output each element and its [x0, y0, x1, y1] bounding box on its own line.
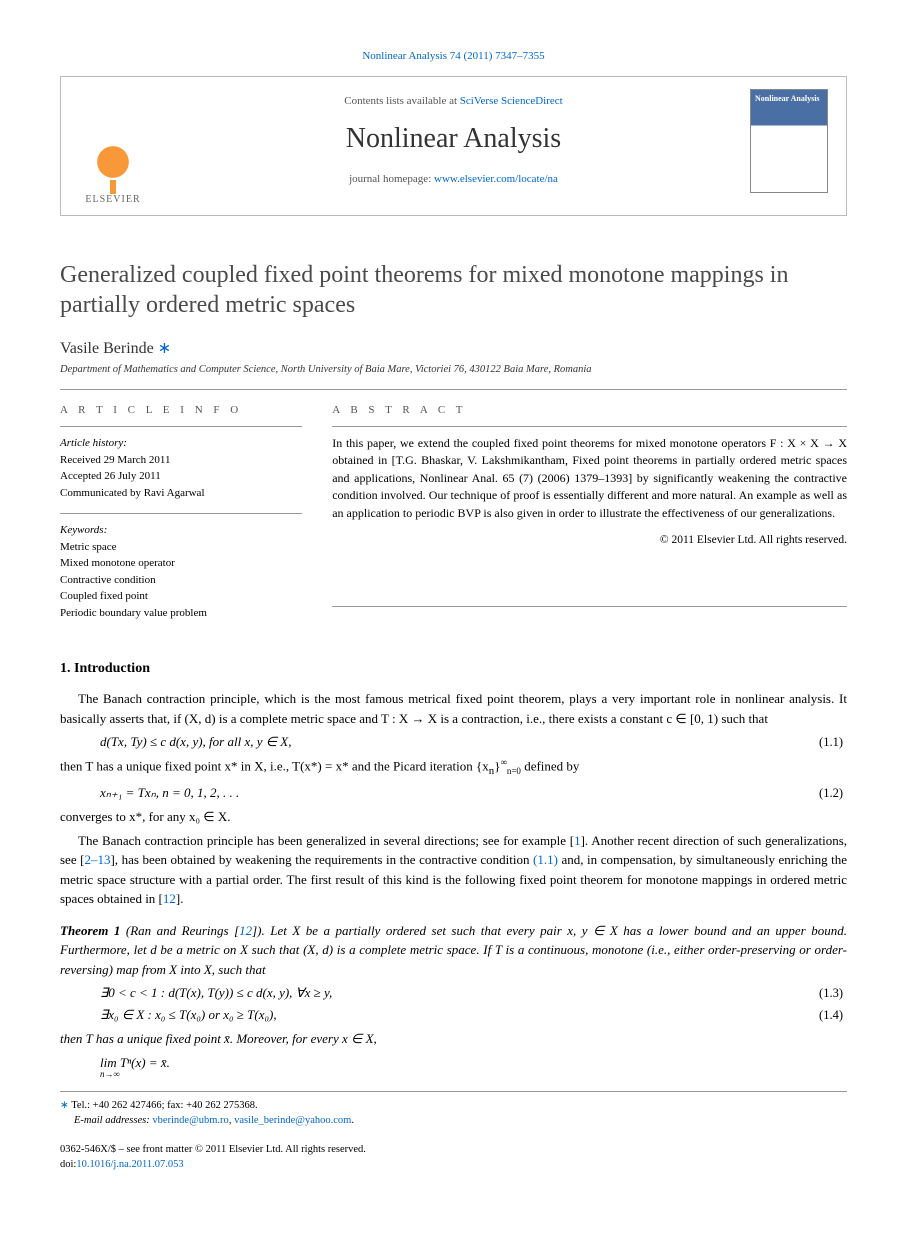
sciencedirect-link[interactable]: SciVerse ScienceDirect — [460, 95, 563, 107]
divider — [60, 389, 847, 390]
footnotes: ∗ Tel.: +40 262 427466; fax: +40 262 275… — [60, 1091, 847, 1130]
citation-link[interactable]: 2–13 — [84, 852, 110, 867]
keywords-label: Keywords: — [60, 522, 302, 539]
footnote-mark: ∗ — [60, 1100, 69, 1111]
text: ], has been obtained by weakening the re… — [110, 852, 533, 867]
keyword: Contractive condition — [60, 572, 302, 589]
theorem-1: Theorem 1 (Ran and Reurings [12]). Let X… — [60, 921, 847, 1071]
theorem-cite-open: (Ran and Reurings [ — [126, 923, 239, 938]
paragraph: converges to x*, for any x₀ ∈ X. — [60, 807, 847, 827]
text: then T has a unique fixed point x* in X,… — [60, 758, 489, 773]
history-label: Article history: — [60, 435, 302, 452]
equation-1-2: xₙ₊₁ = Txₙ, n = 0, 1, 2, . . . (1.2) — [100, 785, 847, 801]
elsevier-tree-icon — [88, 142, 138, 192]
equation-body: xₙ₊₁ = Txₙ, n = 0, 1, 2, . . . — [100, 785, 819, 801]
limit-subscript: n→∞ — [100, 1069, 120, 1079]
footnote-tel: Tel.: +40 262 427466; fax: +40 262 27536… — [69, 1100, 258, 1111]
email-label: E-mail addresses: — [74, 1115, 152, 1126]
author-footnote-link[interactable]: ∗ — [158, 340, 171, 357]
email-link[interactable]: vasile_berinde@yahoo.com — [234, 1115, 351, 1126]
abstract-column: A B S T R A C T In this paper, we extend… — [332, 404, 847, 633]
elsevier-label: ELSEVIER — [79, 194, 147, 205]
accepted-date: Accepted 26 July 2011 — [60, 468, 302, 485]
contents-prefix: Contents lists available at — [344, 95, 459, 107]
affiliation: Department of Mathematics and Computer S… — [60, 364, 847, 375]
homepage-line: journal homepage: www.elsevier.com/locat… — [79, 173, 828, 185]
author-line: Vasile Berinde ∗ — [60, 338, 847, 358]
equation-limit: lim Tⁿ(x) = x̄. n→∞ — [100, 1055, 847, 1071]
theorem-cite-close: ]). — [252, 923, 265, 938]
keyword: Periodic boundary value problem — [60, 605, 302, 622]
email-link[interactable]: vberinde@ubm.ro — [152, 1115, 228, 1126]
text: ]. — [176, 891, 184, 906]
theorem-label: Theorem 1 — [60, 923, 126, 938]
homepage-link[interactable]: www.elsevier.com/locate/na — [434, 173, 558, 185]
abstract-label: A B S T R A C T — [332, 404, 847, 416]
equation-1-4: ∃x₀ ∈ X : x₀ ≤ T(x₀) or x₀ ≥ T(x₀), (1.4… — [100, 1007, 847, 1023]
contents-line: Contents lists available at SciVerse Sci… — [79, 95, 828, 107]
email-footnote: E-mail addresses: vberinde@ubm.ro, vasil… — [74, 1113, 847, 1129]
equation-ref-link[interactable]: (1.1) — [533, 852, 558, 867]
equation-number: (1.1) — [819, 735, 847, 750]
journal-header: ELSEVIER Contents lists available at Sci… — [60, 76, 847, 216]
equation-1-1: d(Tx, Ty) ≤ c d(x, y), for all x, y ∈ X,… — [100, 734, 847, 750]
equation-body: d(Tx, Ty) ≤ c d(x, y), for all x, y ∈ X, — [100, 734, 819, 750]
text: The Banach contraction principle has bee… — [78, 833, 574, 848]
abstract-text: In this paper, we extend the coupled fix… — [332, 426, 847, 522]
paragraph: The Banach contraction principle, which … — [60, 689, 847, 728]
corresponding-author-footnote: ∗ Tel.: +40 262 427466; fax: +40 262 275… — [60, 1098, 847, 1114]
top-reference: Nonlinear Analysis 74 (2011) 7347–7355 — [60, 50, 847, 62]
page-footer: 0362-546X/$ – see front matter © 2011 El… — [60, 1143, 847, 1172]
journal-name: Nonlinear Analysis — [79, 123, 828, 155]
equation-text: lim Tⁿ(x) = x̄. — [100, 1055, 170, 1070]
equation-1-3: ∃0 < c < 1 : d(T(x), T(y)) ≤ c d(x, y), … — [100, 985, 847, 1001]
equation-body: ∃0 < c < 1 : d(T(x), T(y)) ≤ c d(x, y), … — [100, 985, 819, 1001]
section-introduction: 1. Introduction The Banach contraction p… — [60, 661, 847, 1071]
keywords-block: Keywords: Metric space Mixed monotone op… — [60, 513, 302, 621]
paragraph: The Banach contraction principle has bee… — [60, 831, 847, 909]
theorem-body-text: then T has a unique fixed point x̄. More… — [60, 1029, 847, 1049]
article-info-label: A R T I C L E I N F O — [60, 404, 302, 416]
homepage-prefix: journal homepage: — [349, 173, 434, 185]
equation-number: (1.3) — [819, 986, 847, 1001]
communicated-by: Communicated by Ravi Agarwal — [60, 485, 302, 502]
author-name: Vasile Berinde — [60, 340, 154, 357]
citation-link[interactable]: 12 — [163, 891, 176, 906]
email-end: . — [351, 1115, 354, 1126]
equation-number: (1.4) — [819, 1008, 847, 1023]
citation-link[interactable]: 12 — [239, 923, 252, 938]
divider — [332, 606, 847, 607]
cover-title: Nonlinear Analysis — [755, 94, 823, 103]
keyword: Mixed monotone operator — [60, 555, 302, 572]
section-heading: 1. Introduction — [60, 661, 847, 677]
paragraph: then T has a unique fixed point x* in X,… — [60, 756, 847, 779]
footer-copyright: 0362-546X/$ – see front matter © 2011 El… — [60, 1143, 847, 1158]
keyword: Metric space — [60, 539, 302, 556]
doi-label: doi: — [60, 1159, 76, 1170]
subscript: n=0 — [507, 766, 521, 776]
article-title: Generalized coupled fixed point theorems… — [60, 260, 847, 320]
text: defined by — [521, 758, 579, 773]
keyword: Coupled fixed point — [60, 588, 302, 605]
doi-link[interactable]: 10.1016/j.na.2011.07.053 — [76, 1159, 183, 1170]
article-info-column: A R T I C L E I N F O Article history: R… — [60, 404, 302, 633]
equation-body: lim Tⁿ(x) = x̄. n→∞ — [100, 1055, 847, 1071]
elsevier-logo: ELSEVIER — [79, 142, 147, 205]
abstract-copyright: © 2011 Elsevier Ltd. All rights reserved… — [332, 534, 847, 546]
equation-number: (1.2) — [819, 786, 847, 801]
equation-body: ∃x₀ ∈ X : x₀ ≤ T(x₀) or x₀ ≥ T(x₀), — [100, 1007, 819, 1023]
received-date: Received 29 March 2011 — [60, 452, 302, 469]
journal-cover-thumbnail: Nonlinear Analysis — [750, 89, 828, 193]
article-history: Article history: Received 29 March 2011 … — [60, 426, 302, 501]
